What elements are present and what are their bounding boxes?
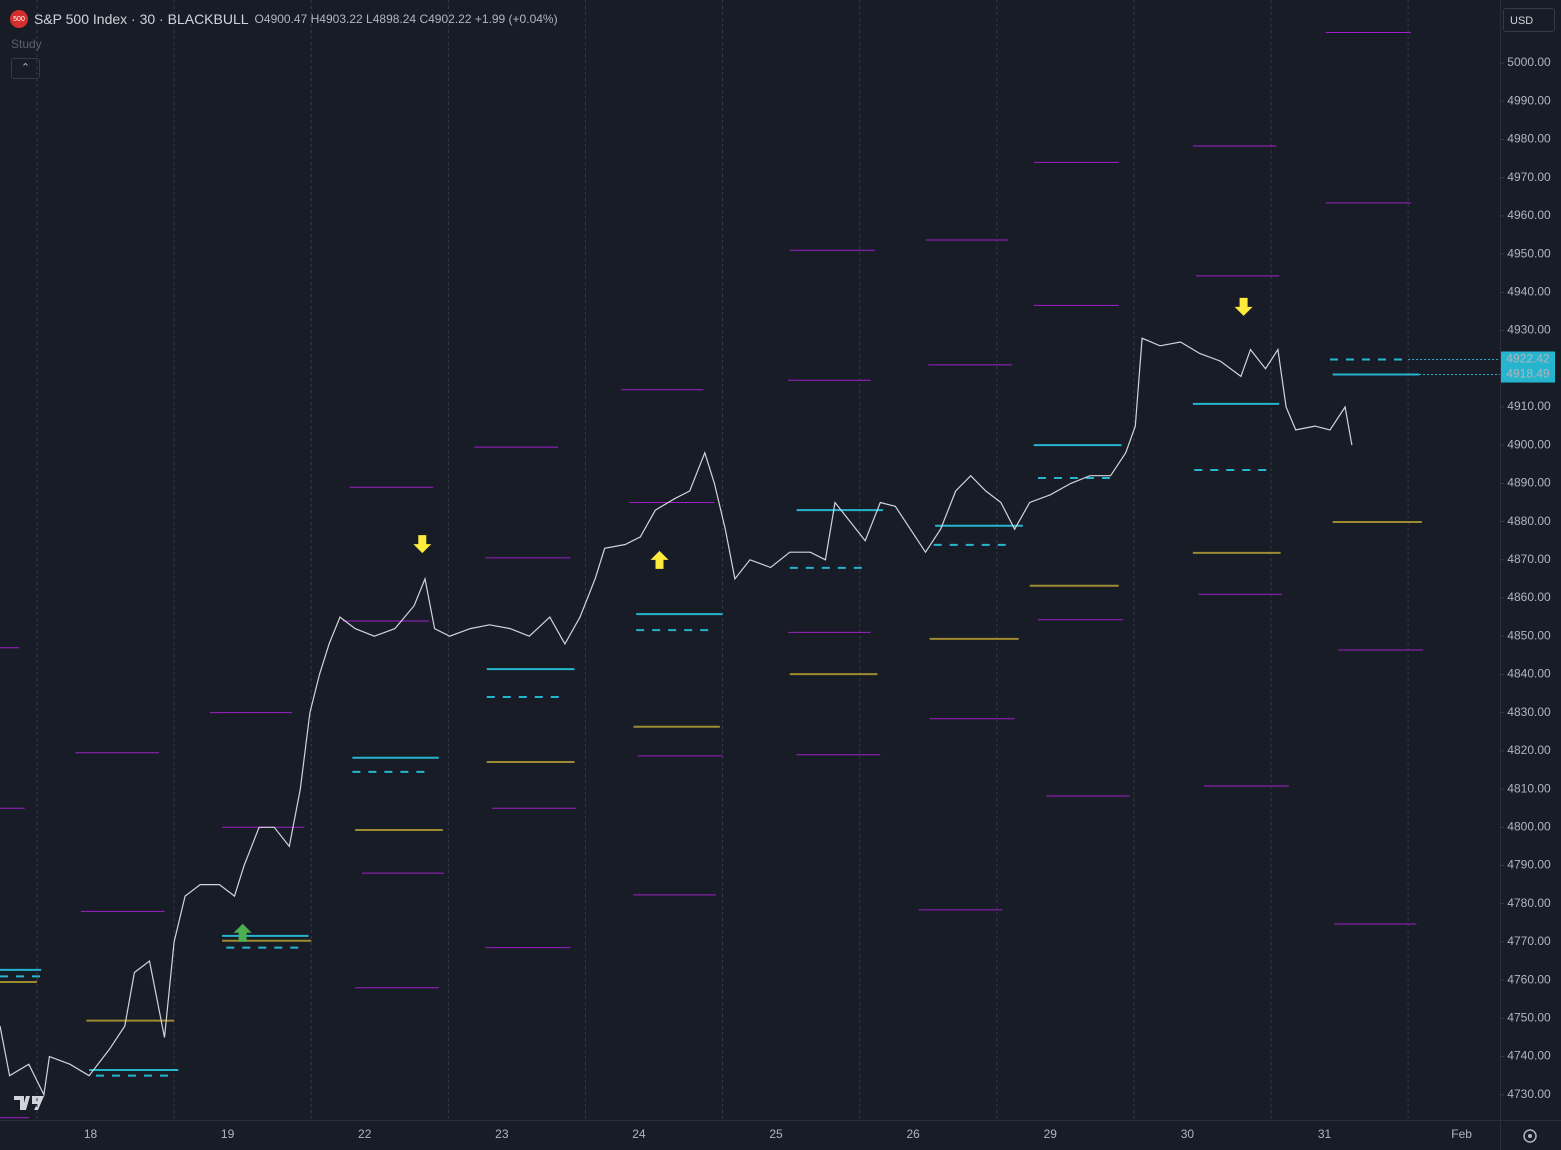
y-tick-label: 4890.00 [1507, 476, 1551, 490]
ohlc: O4900.47 H4903.22 L4898.24 C4902.22 +1.9… [255, 12, 558, 26]
y-tick-label: 4970.00 [1507, 170, 1551, 184]
y-tick-label: 4940.00 [1507, 284, 1551, 298]
price-label-box [1501, 366, 1555, 383]
currency-button[interactable]: USD [1503, 8, 1555, 32]
x-tick-label: 31 [1318, 1127, 1332, 1141]
x-tick-label: 26 [906, 1127, 920, 1141]
x-tick-label: 18 [84, 1127, 98, 1141]
x-tick-label: 19 [221, 1127, 235, 1141]
x-tick-label: Feb [1451, 1127, 1472, 1141]
settings-icon[interactable] [1523, 1129, 1537, 1143]
price-label-box [1501, 351, 1555, 368]
y-tick-label: 4960.00 [1507, 208, 1551, 222]
tv-logo [14, 1096, 44, 1110]
y-tick-label: 4900.00 [1507, 437, 1551, 451]
y-tick-label: 4910.00 [1507, 399, 1551, 413]
y-tick-label: 4760.00 [1507, 972, 1551, 986]
signal-arrow [233, 923, 252, 942]
y-tick-label: 4870.00 [1507, 552, 1551, 566]
collapse-button[interactable]: ⌃ [11, 58, 40, 79]
x-tick-label: 24 [632, 1127, 646, 1141]
y-tick-label: 4730.00 [1507, 1087, 1551, 1101]
y-tick-label: 4800.00 [1507, 819, 1551, 833]
x-tick-label: 22 [358, 1127, 372, 1141]
low-label: L [366, 12, 373, 26]
y-tick-label: 4980.00 [1507, 132, 1551, 146]
y-tick-label: 4880.00 [1507, 514, 1551, 528]
y-tick-label: 4930.00 [1507, 323, 1551, 337]
signal-arrow [1234, 297, 1253, 316]
close-label: C [419, 12, 429, 26]
price-label: 4922.42 [1506, 352, 1550, 366]
y-tick-label: 4750.00 [1507, 1011, 1551, 1025]
y-tick-label: 4950.00 [1507, 246, 1551, 260]
low: 4898.24 [372, 12, 417, 26]
y-tick-label: 4740.00 [1507, 1049, 1551, 1063]
high-label: H [310, 12, 320, 26]
y-tick-label: 4810.00 [1507, 781, 1551, 795]
x-tick-label: 23 [495, 1127, 509, 1141]
symbol-name[interactable]: S&P 500 Index · 30 · BLACKBULL [34, 11, 249, 27]
y-tick-label: 4790.00 [1507, 858, 1551, 872]
y-tick-label: 4840.00 [1507, 667, 1551, 681]
change: +1.99 (+0.04%) [474, 12, 558, 26]
price-label: 4918.49 [1506, 367, 1550, 381]
high: 4903.22 [319, 12, 363, 26]
open-label: O [254, 12, 264, 26]
y-tick-label: 4830.00 [1507, 705, 1551, 719]
price-line [0, 337, 1353, 1097]
symbol-badge: 500 [10, 10, 28, 28]
close: 4902.22 [428, 12, 472, 26]
y-tick-label: 4820.00 [1507, 743, 1551, 757]
y-tick-label: 4860.00 [1507, 590, 1551, 604]
y-tick-label: 4850.00 [1507, 628, 1551, 642]
y-tick-label: 5000.00 [1507, 55, 1551, 69]
open: 4900.47 [263, 12, 308, 26]
x-tick-label: 30 [1181, 1127, 1195, 1141]
signal-arrow [413, 535, 432, 554]
x-tick-label: 25 [769, 1127, 783, 1141]
study-label[interactable]: Study [11, 37, 42, 51]
x-tick-label: 29 [1044, 1127, 1058, 1141]
symbol-header: 500 S&P 500 Index · 30 · BLACKBULL O4900… [10, 10, 558, 28]
signal-arrow [650, 550, 669, 569]
y-tick-label: 4780.00 [1507, 896, 1551, 910]
y-tick-label: 4990.00 [1507, 93, 1551, 107]
y-tick-label: 4770.00 [1507, 934, 1551, 948]
